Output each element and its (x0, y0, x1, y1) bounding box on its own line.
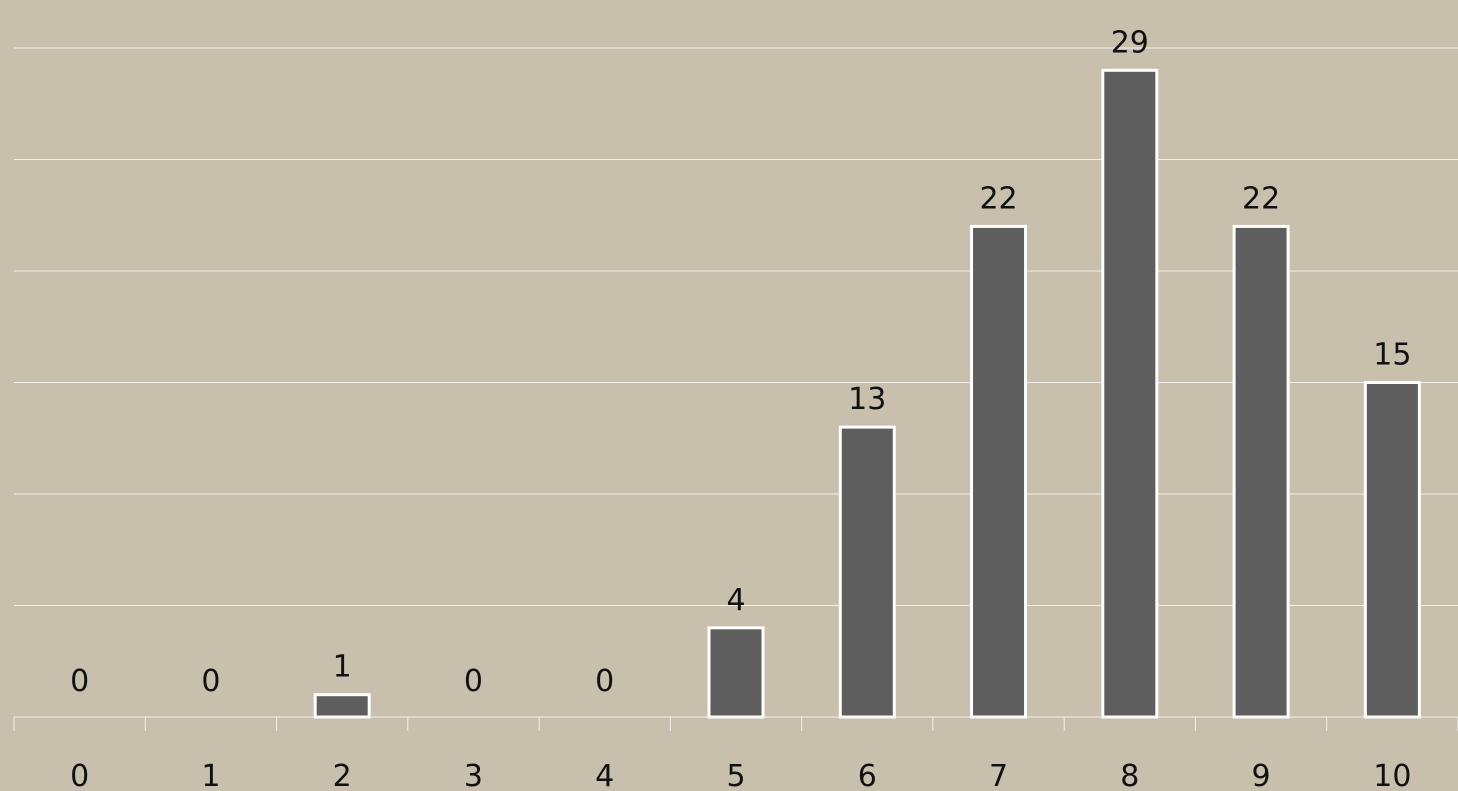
bar-8 (1101, 68, 1159, 719)
x-axis: 0 1 2 3 4 5 6 7 8 9 10 (13, 716, 1458, 791)
x-tick-label-2: 2 (333, 759, 352, 791)
data-label-5: 4 (726, 583, 745, 618)
x-tick-label-3: 3 (464, 759, 483, 791)
x-tick-label-5: 5 (726, 759, 745, 791)
bars (313, 68, 1421, 719)
x-tick-label-0: 0 (70, 759, 89, 791)
bar-5 (707, 626, 765, 719)
data-label-6: 13 (848, 382, 886, 417)
x-tick-label-6: 6 (858, 759, 877, 791)
x-tick-label-4: 4 (595, 759, 614, 791)
bar-9 (1232, 224, 1290, 719)
data-label-10: 15 (1373, 338, 1411, 373)
data-label-1: 0 (201, 664, 220, 699)
x-tick-label-8: 8 (1120, 759, 1139, 791)
data-label-3: 0 (464, 664, 483, 699)
data-label-8: 29 (1111, 25, 1149, 60)
gridlines (14, 47, 1458, 606)
data-label-7: 22 (979, 181, 1017, 216)
bar-6 (838, 425, 896, 719)
x-tick-label-7: 7 (989, 759, 1008, 791)
data-label-2: 1 (333, 650, 352, 685)
bar-10 (1363, 381, 1421, 719)
data-label-4: 0 (595, 664, 614, 699)
x-tick-label-1: 1 (201, 759, 220, 791)
bar-7 (970, 224, 1028, 719)
data-labels: 0 0 1 0 0 4 13 22 29 22 15 (70, 25, 1411, 699)
x-tick-label-10: 10 (1373, 759, 1411, 791)
data-label-9: 22 (1242, 181, 1280, 216)
data-label-0: 0 (70, 664, 89, 699)
x-tick-label-9: 9 (1252, 759, 1271, 791)
bar-2 (313, 693, 371, 719)
